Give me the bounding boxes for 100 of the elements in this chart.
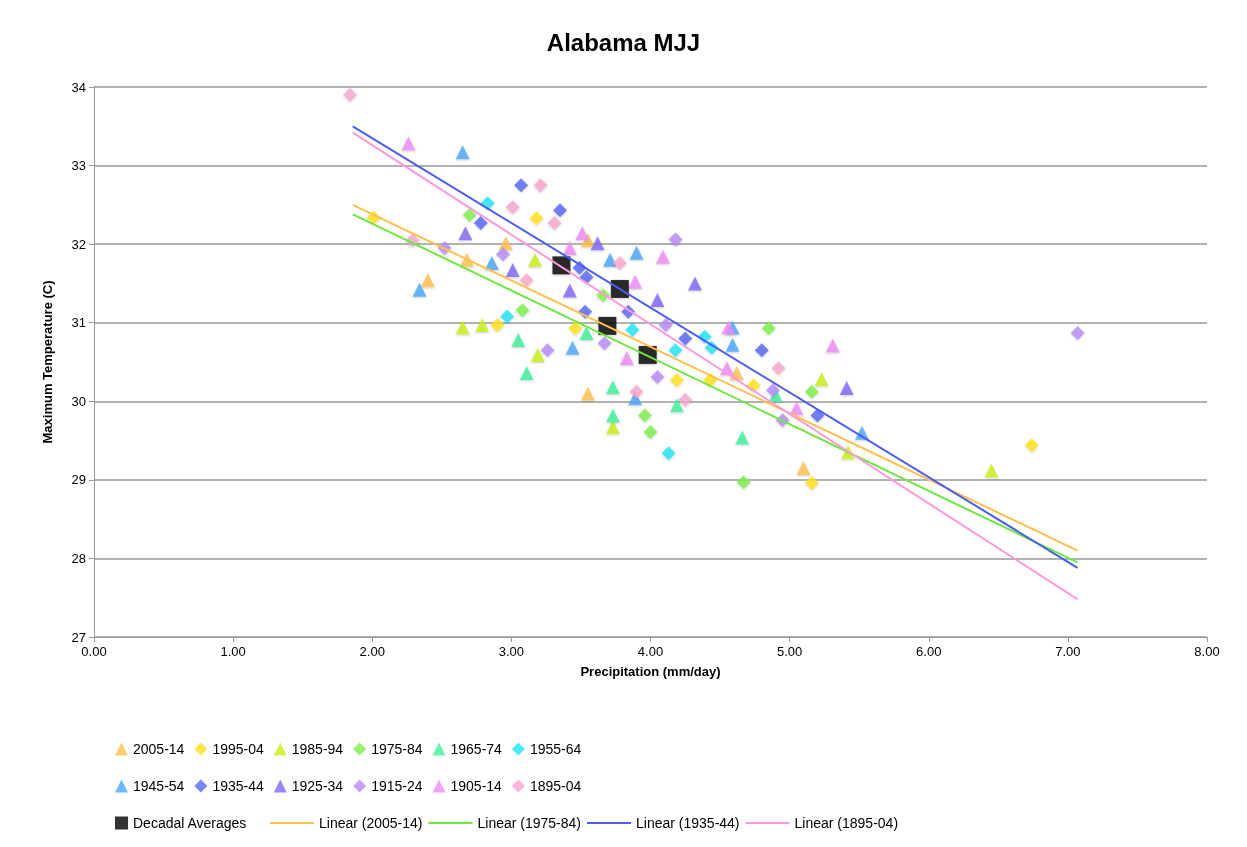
legend-label: 1925-34 <box>291 778 344 794</box>
point <box>628 274 643 289</box>
point <box>658 318 673 333</box>
point <box>637 408 652 423</box>
x-tick-label: 2.00 <box>359 644 385 659</box>
point <box>540 343 555 358</box>
legend-label: 2005-14 <box>133 741 185 757</box>
x-tick-label: 7.00 <box>1055 644 1081 659</box>
point <box>511 333 526 347</box>
legend-label: 1995-04 <box>212 741 264 757</box>
y-tick-label: 28 <box>71 550 86 566</box>
point <box>420 273 435 288</box>
point <box>825 338 840 353</box>
point <box>656 249 671 264</box>
point <box>650 369 665 384</box>
point <box>814 372 829 387</box>
point <box>528 252 543 267</box>
legend-label: 1915-24 <box>371 778 423 794</box>
point <box>597 336 612 351</box>
point <box>669 398 684 413</box>
x-tick-label: 6.00 <box>916 644 942 659</box>
point <box>619 351 634 366</box>
point <box>761 321 776 336</box>
point <box>629 384 644 399</box>
point <box>643 424 658 439</box>
point <box>765 383 780 398</box>
point <box>605 380 620 395</box>
x-tick-label: 3.00 <box>498 644 525 659</box>
x-tick-label: 8.00 <box>1194 644 1220 659</box>
legend-label: Linear (1975-84) <box>477 815 582 831</box>
point <box>796 461 811 476</box>
legend-label: 1975-84 <box>371 741 423 757</box>
point <box>530 347 545 362</box>
point <box>661 446 676 461</box>
point <box>500 309 515 324</box>
point <box>475 318 490 333</box>
point <box>721 320 736 335</box>
point <box>804 476 819 490</box>
point <box>725 337 740 352</box>
point <box>473 215 488 230</box>
point <box>605 420 620 435</box>
point <box>688 276 703 291</box>
point <box>629 245 644 260</box>
legend-label: Linear (2005-14) <box>319 815 423 831</box>
point <box>612 256 627 270</box>
legend-label: Linear (1895-04) <box>794 815 899 831</box>
y-tick-label: 32 <box>71 236 86 252</box>
y-tick-label: 29 <box>71 472 86 488</box>
point <box>678 331 693 346</box>
point <box>754 343 769 358</box>
point <box>650 292 665 307</box>
point <box>735 430 750 445</box>
point <box>515 303 530 318</box>
y-tick-label: 31 <box>71 315 86 331</box>
point <box>1024 438 1039 453</box>
point <box>736 475 751 490</box>
point <box>505 200 520 215</box>
point <box>605 408 620 423</box>
x-tick-label: 0.00 <box>81 644 107 659</box>
point <box>839 380 854 395</box>
point <box>455 320 470 335</box>
point <box>401 136 416 151</box>
point <box>553 203 568 218</box>
point <box>580 386 595 401</box>
legend-label: 1965-74 <box>450 741 503 757</box>
point <box>568 321 583 336</box>
y-tick-label: 30 <box>71 393 86 409</box>
point <box>1070 325 1085 340</box>
x-tick-label: 1.00 <box>220 644 246 659</box>
y-tick-label: 27 <box>71 629 86 645</box>
point <box>514 178 529 193</box>
point <box>342 87 357 102</box>
point <box>490 318 505 333</box>
point <box>668 232 683 247</box>
point <box>533 178 548 193</box>
legend-label: 1945-54 <box>133 778 185 794</box>
point <box>804 384 819 399</box>
point <box>579 270 594 285</box>
legend-label: 1955-64 <box>529 741 582 757</box>
point <box>565 340 580 355</box>
point <box>547 215 562 230</box>
chart-title: Alabama MJJ <box>546 28 701 56</box>
point <box>519 366 534 380</box>
point <box>496 247 511 262</box>
point <box>668 343 683 358</box>
point <box>455 145 470 160</box>
point <box>575 226 590 241</box>
point <box>678 392 693 407</box>
point <box>412 282 427 297</box>
y-tick-label: 34 <box>71 79 86 95</box>
point <box>562 283 577 298</box>
point <box>462 208 477 223</box>
point <box>984 463 999 478</box>
point <box>771 361 786 376</box>
point <box>579 325 594 340</box>
x-tick-label: 4.00 <box>637 644 664 659</box>
y-tick-label: 33 <box>71 158 86 174</box>
point <box>519 273 534 288</box>
y-axis-title: Maximum Temperature (C) <box>40 280 55 444</box>
point <box>484 256 499 270</box>
